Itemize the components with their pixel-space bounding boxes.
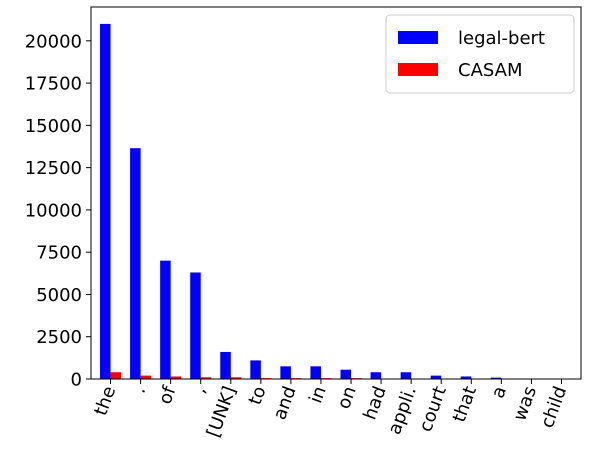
y-tick-label: 20000 bbox=[25, 31, 82, 52]
plot-frame bbox=[90, 6, 582, 380]
y-tick-label: 17500 bbox=[25, 74, 82, 95]
bar-legal-bert-0 bbox=[100, 23, 111, 380]
bar-legal-bert-4 bbox=[220, 351, 231, 379]
bar-legal-bert-5 bbox=[250, 360, 261, 379]
x-tick-label: of bbox=[155, 383, 181, 407]
legend-box bbox=[385, 14, 575, 94]
legend-label-legal-bert: legal-bert bbox=[458, 28, 545, 49]
bar-legal-bert-10 bbox=[400, 372, 412, 379]
bar-casam-0 bbox=[110, 372, 122, 379]
bar-casam-2 bbox=[170, 376, 182, 379]
y-tick-label: 0 bbox=[71, 370, 82, 391]
y-axis: 0 2500 5000 7500 10000 12500 15000 17500 20000 bbox=[25, 31, 91, 391]
y-tick-label: 15000 bbox=[25, 116, 82, 137]
bar-casam-4 bbox=[230, 377, 242, 379]
y-tick-label: 2500 bbox=[36, 327, 82, 348]
bar-legal-bert-1 bbox=[130, 148, 141, 379]
y-tick-label: 10000 bbox=[25, 200, 82, 221]
bar-legal-bert-11 bbox=[430, 375, 442, 379]
x-tick-label: in bbox=[305, 384, 330, 407]
y-tick-label: 5000 bbox=[36, 285, 82, 306]
y-tick-label: 12500 bbox=[25, 158, 82, 179]
bar-legal-bert-9 bbox=[370, 372, 382, 379]
bar-casam-3 bbox=[200, 377, 212, 379]
x-tick-label: the bbox=[90, 384, 120, 419]
bar-legal-bert-8 bbox=[340, 369, 352, 379]
legend-swatch-legal-bert bbox=[398, 31, 438, 44]
legend: legal-bert CASAM bbox=[385, 14, 575, 94]
y-tick-label: 7500 bbox=[36, 243, 82, 264]
x-tick-label: was bbox=[509, 384, 541, 424]
bar-legal-bert-6 bbox=[280, 366, 291, 379]
bars-group bbox=[100, 23, 572, 380]
x-tick-label: to bbox=[245, 384, 271, 408]
x-tick-label: a bbox=[488, 384, 512, 402]
bar-legal-bert-3 bbox=[190, 272, 201, 379]
bar-legal-bert-2 bbox=[160, 260, 171, 379]
bar-legal-bert-7 bbox=[310, 366, 321, 379]
x-tick-label: child bbox=[537, 384, 571, 431]
bar-legal-bert-12 bbox=[460, 376, 472, 379]
x-tick-label: . bbox=[129, 384, 151, 397]
bar-casam-1 bbox=[140, 375, 152, 379]
x-tick-label: had bbox=[359, 384, 390, 423]
x-tick-label: and bbox=[269, 384, 300, 423]
legend-swatch-casam bbox=[398, 63, 438, 76]
x-tick-label: , bbox=[189, 384, 211, 397]
legend-label-casam: CASAM bbox=[458, 60, 523, 81]
bar-legal-bert-13 bbox=[490, 377, 502, 379]
x-tick-label: on bbox=[333, 384, 360, 412]
x-tick-label: that bbox=[449, 384, 481, 426]
